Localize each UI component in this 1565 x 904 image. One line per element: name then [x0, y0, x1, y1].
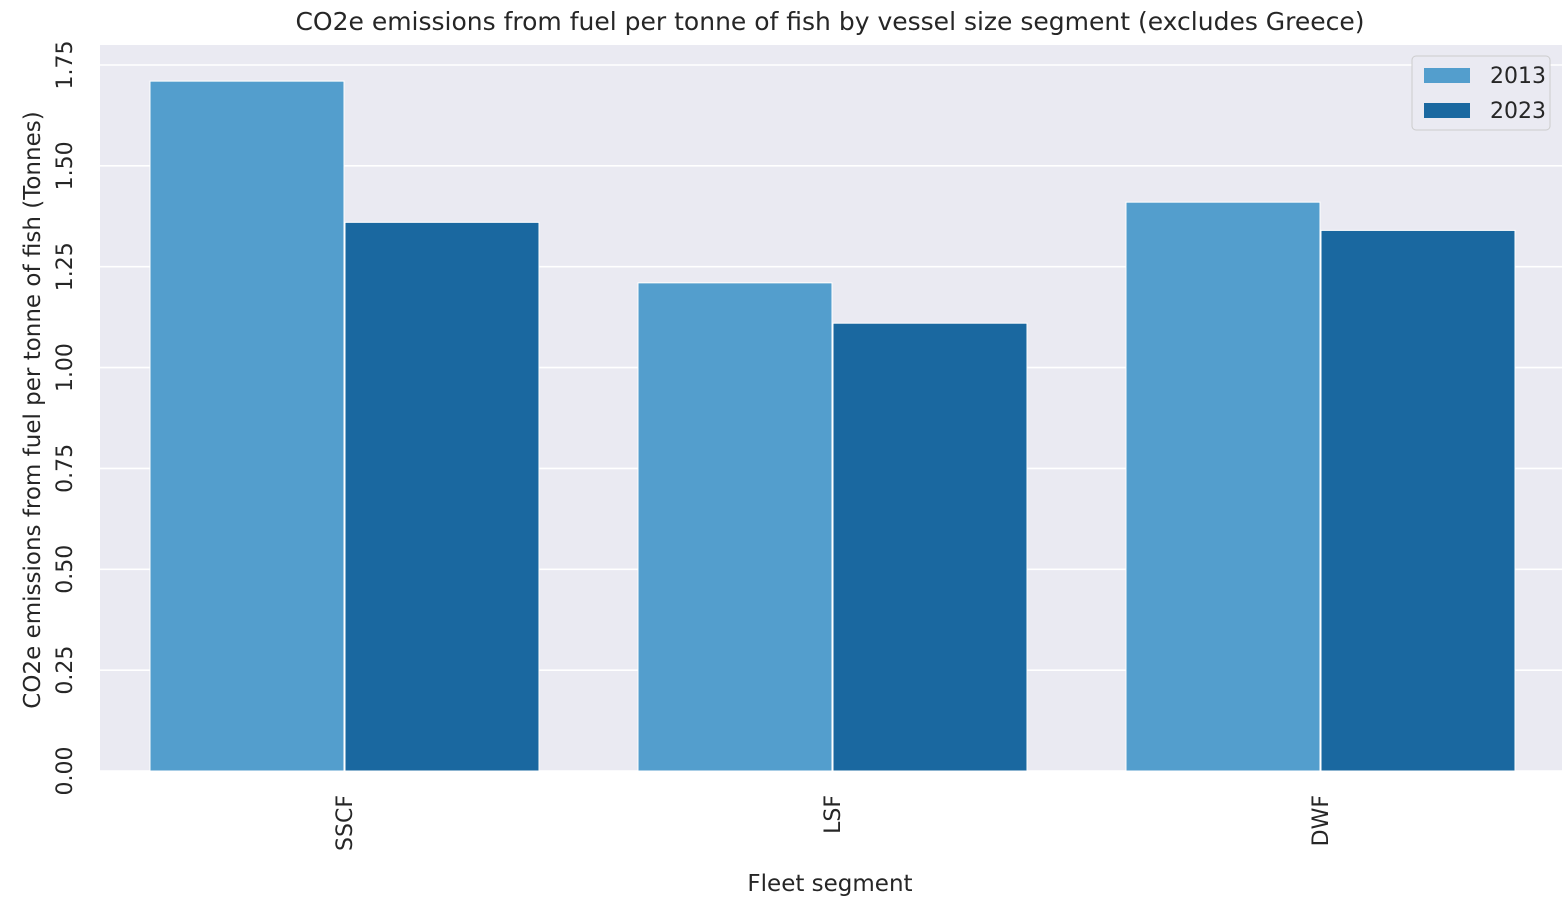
y-tick-label: 1.75 — [53, 41, 78, 90]
bar-2023-LSF — [832, 322, 1028, 772]
y-tick-label: 0.50 — [53, 545, 78, 594]
x-axis-label: Fleet segment — [747, 871, 912, 897]
y-axis-label: CO2e emissions from fuel per tonne of fi… — [20, 111, 46, 708]
x-tick-label: DWF — [1309, 795, 1334, 846]
y-tick-label: 0.25 — [53, 646, 78, 695]
y-tick-labels: 0.00 0.25 0.50 0.75 1.00 1.25 1.50 1.75 — [53, 41, 78, 796]
chart-title: CO2e emissions from fuel per tonne of fi… — [295, 7, 1364, 36]
legend-label: 2013 — [1490, 64, 1546, 89]
y-tick-label: 1.00 — [53, 343, 78, 392]
legend-swatch — [1424, 103, 1470, 118]
bar-2023-SSCF — [344, 221, 540, 772]
legend-swatch — [1424, 68, 1470, 83]
bar-2013-LSF — [637, 282, 833, 772]
y-tick-label: 1.25 — [53, 242, 78, 291]
x-tick-labels: SSCF LSF DWF — [333, 795, 1334, 851]
bar-2023-DWF — [1320, 229, 1516, 772]
y-tick-label: 1.50 — [53, 141, 78, 190]
x-tick-label: SSCF — [333, 795, 358, 851]
x-tick-label: LSF — [821, 795, 846, 834]
bars — [149, 80, 1516, 772]
y-tick-label: 0.75 — [53, 444, 78, 493]
y-tick-label: 0.00 — [53, 747, 78, 796]
bar-2013-DWF — [1125, 201, 1321, 772]
legend-label: 2023 — [1490, 99, 1546, 124]
legend: 2013 2023 — [1411, 55, 1551, 131]
bar-2013-SSCF — [149, 80, 345, 772]
